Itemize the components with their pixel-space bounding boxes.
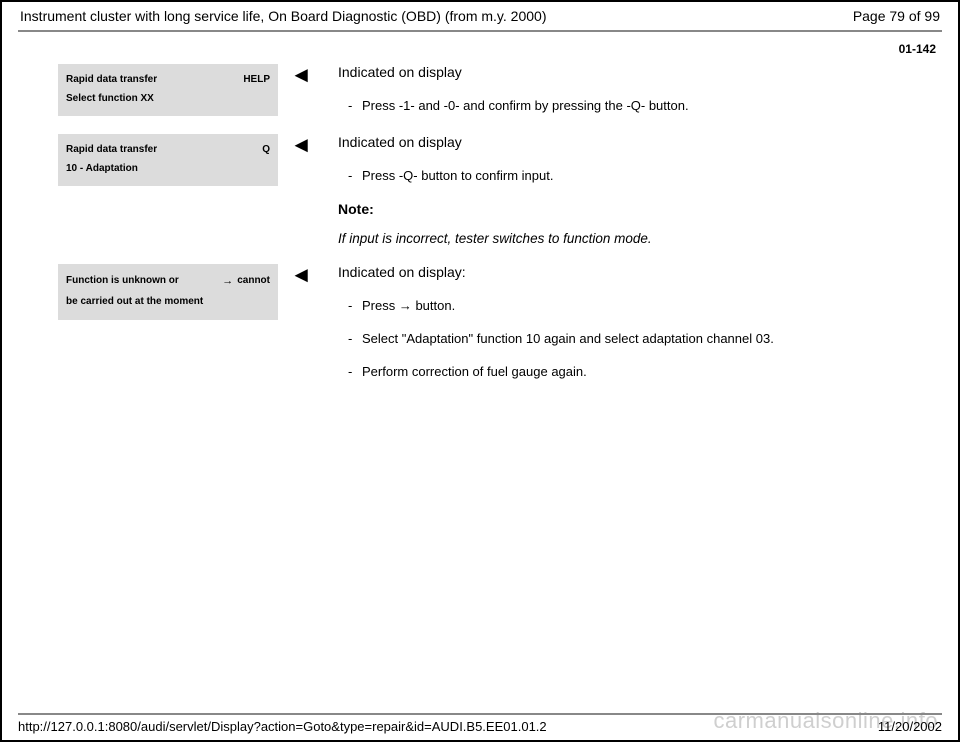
bullet-text: Press → button. bbox=[362, 298, 455, 313]
display-line2-left: 10 - Adaptation bbox=[66, 159, 138, 178]
display-line1-left: Rapid data transfer bbox=[66, 140, 157, 159]
display-line1-left: Rapid data transfer bbox=[66, 70, 157, 89]
header-divider bbox=[18, 30, 942, 32]
left-column: Rapid data transfer HELP Select function… bbox=[18, 64, 278, 116]
bullet-item: - Press -Q- button to confirm input. bbox=[348, 168, 922, 183]
display-line1-left: Function is unknown or bbox=[66, 271, 179, 291]
bullet-dash: - bbox=[348, 298, 362, 313]
content-row: Rapid data transfer HELP Select function… bbox=[18, 64, 942, 116]
right-column: Indicated on display: - Press → button. … bbox=[338, 264, 942, 379]
block-heading: Indicated on display bbox=[338, 64, 922, 80]
arrow-column: ◄ bbox=[278, 134, 338, 156]
bullet-dash: - bbox=[348, 331, 362, 346]
footer-divider bbox=[18, 713, 942, 715]
tester-display-box: Function is unknown or → cannot be carri… bbox=[58, 264, 278, 320]
display-line2-left: be carried out at the moment bbox=[66, 292, 203, 312]
bullet-dash: - bbox=[348, 98, 362, 113]
right-column: Indicated on display - Press -Q- button … bbox=[338, 134, 942, 246]
bullet-text: Press -1- and -0- and confirm by pressin… bbox=[362, 98, 689, 113]
arrow-column: ◄ bbox=[278, 64, 338, 86]
bullet-dash: - bbox=[348, 364, 362, 379]
left-column: Rapid data transfer Q 10 - Adaptation bbox=[18, 134, 278, 186]
note-label: Note: bbox=[338, 201, 922, 217]
bullet-item: - Press → button. bbox=[348, 298, 922, 313]
block-heading: Indicated on display bbox=[338, 134, 922, 150]
bullet-dash: - bbox=[348, 168, 362, 183]
page-container: Instrument cluster with long service lif… bbox=[0, 0, 960, 742]
display-line1-right: Q bbox=[262, 140, 270, 159]
left-column: Function is unknown or → cannot be carri… bbox=[18, 264, 278, 320]
page-footer: http://127.0.0.1:8080/audi/servlet/Displ… bbox=[18, 713, 942, 734]
bullet-item: - Press -1- and -0- and confirm by press… bbox=[348, 98, 922, 113]
left-arrow-icon: ◄ bbox=[290, 132, 312, 157]
section-number: 01-142 bbox=[18, 42, 942, 56]
content-row: Function is unknown or → cannot be carri… bbox=[18, 264, 942, 379]
block-heading: Indicated on display: bbox=[338, 264, 922, 280]
right-arrow-icon: → bbox=[222, 270, 233, 292]
content-row: Rapid data transfer Q 10 - Adaptation ◄ … bbox=[18, 134, 942, 246]
bullet-item: - Perform correction of fuel gauge again… bbox=[348, 364, 922, 379]
page-header: Instrument cluster with long service lif… bbox=[18, 8, 942, 30]
bullet-item: - Select "Adaptation" function 10 again … bbox=[348, 331, 922, 346]
footer-url: http://127.0.0.1:8080/audi/servlet/Displ… bbox=[18, 719, 547, 734]
left-arrow-icon: ◄ bbox=[290, 262, 312, 287]
footer-date: 11/20/2002 bbox=[878, 719, 942, 734]
tester-display-box: Rapid data transfer HELP Select function… bbox=[58, 64, 278, 116]
arrow-column: ◄ bbox=[278, 264, 338, 286]
display-line1-right: HELP bbox=[243, 70, 270, 89]
header-title: Instrument cluster with long service lif… bbox=[20, 8, 546, 24]
left-arrow-icon: ◄ bbox=[290, 62, 312, 87]
bullet-text: Select "Adaptation" function 10 again an… bbox=[362, 331, 774, 346]
right-column: Indicated on display - Press -1- and -0-… bbox=[338, 64, 942, 113]
header-page-number: Page 79 of 99 bbox=[853, 8, 940, 24]
display-line2-left: Select function XX bbox=[66, 89, 154, 108]
bullet-text: Perform correction of fuel gauge again. bbox=[362, 364, 587, 379]
display-line1-right-text: cannot bbox=[237, 271, 270, 291]
bullet-text: Press -Q- button to confirm input. bbox=[362, 168, 553, 183]
note-text: If input is incorrect, tester switches t… bbox=[338, 231, 922, 246]
tester-display-box: Rapid data transfer Q 10 - Adaptation bbox=[58, 134, 278, 186]
content-area: Rapid data transfer HELP Select function… bbox=[18, 64, 942, 379]
display-line1-right: → cannot bbox=[222, 270, 270, 292]
